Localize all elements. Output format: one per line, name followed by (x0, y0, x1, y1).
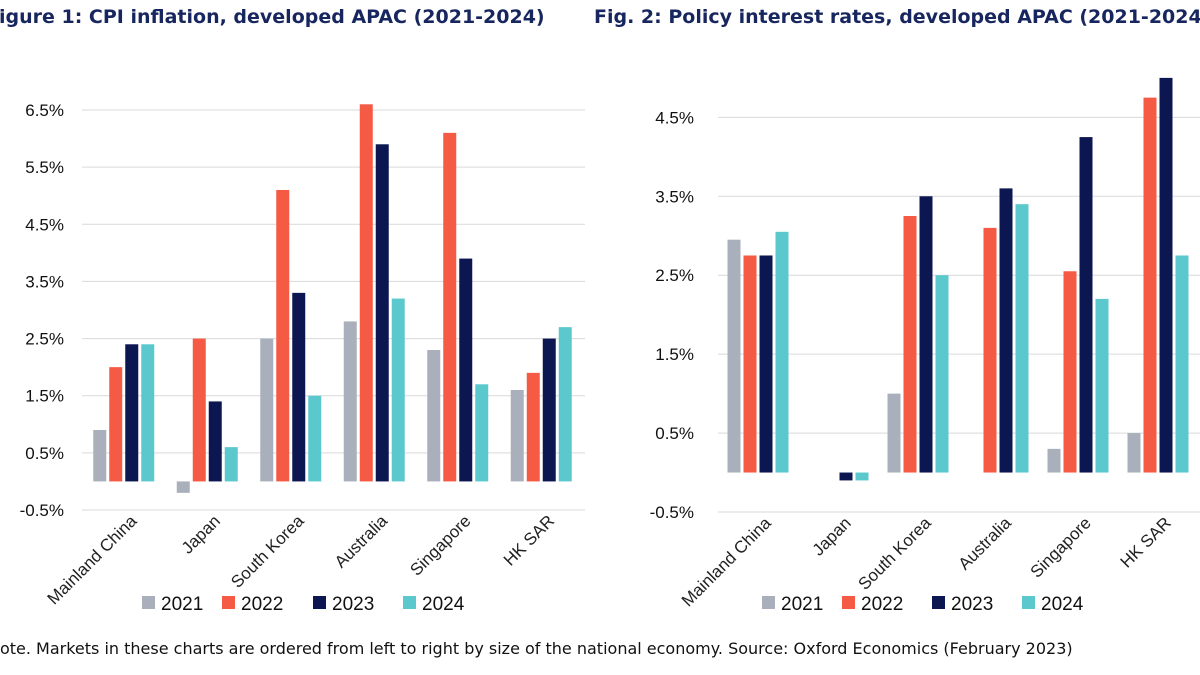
category-label: Mainland China (678, 513, 775, 610)
bar-2023-singapore (459, 258, 473, 482)
legend-swatch-2024 (403, 596, 416, 609)
legend-swatch-2022 (842, 596, 855, 609)
bar-2023-australia (375, 144, 389, 482)
bar-2022-south-korea (276, 190, 290, 482)
chart-title-cpi: Figure 1: CPI inflation, developed APAC … (0, 6, 545, 28)
bar-2024-mainland-china (141, 344, 155, 482)
category-label: Australia (955, 513, 1016, 574)
legend-label-2024: 2024 (1041, 594, 1084, 615)
bar-2023-hk-sar (542, 338, 556, 482)
bar-2021-japan (176, 481, 190, 493)
bar-2022-australia (359, 104, 373, 482)
y-tick-label: 4.5% (25, 215, 64, 234)
y-tick-label: 3.5% (25, 272, 64, 291)
legend-label-2023: 2023 (951, 594, 993, 615)
category-label: Singapore (406, 511, 474, 579)
legend-label-2023: 2023 (332, 594, 374, 615)
category-label: Mainland China (44, 511, 141, 608)
bar-2021-australia (343, 321, 357, 482)
category-label: HK SAR (500, 511, 558, 569)
y-tick-label: 0.5% (25, 444, 64, 463)
legend-label-2021: 2021 (161, 594, 203, 615)
bar-2024-south-korea (308, 395, 322, 482)
legend-swatch-2022 (222, 596, 235, 609)
bar-2022-singapore (1063, 271, 1077, 473)
bar-2024-singapore (475, 384, 489, 482)
y-tick-label: 1.5% (25, 387, 64, 406)
bar-2022-australia (983, 227, 997, 473)
bar-2023-japan (208, 401, 222, 482)
legend-label-2022: 2022 (861, 594, 903, 615)
bar-2021-mainland-china (93, 430, 107, 482)
bar-2021-south-korea (887, 393, 901, 473)
y-tick-label: 6.5% (25, 101, 64, 120)
bar-2023-hk-sar (1159, 77, 1173, 473)
category-label: Australia (331, 511, 392, 572)
bar-2024-hk-sar (558, 327, 572, 482)
bar-2024-australia (391, 298, 405, 482)
legend-label-2024: 2024 (422, 594, 465, 615)
category-label: HK SAR (1117, 513, 1175, 571)
bar-2021-hk-sar (1127, 433, 1141, 473)
bar-2022-hk-sar (1143, 97, 1157, 473)
legend-swatch-2021 (762, 596, 775, 609)
bar-2021-singapore (427, 350, 441, 482)
bar-2023-south-korea (292, 292, 306, 482)
bar-2024-australia (1015, 204, 1029, 473)
bar-2024-japan (855, 472, 869, 481)
bar-2021-mainland-china (727, 239, 741, 473)
bar-2023-japan (839, 472, 853, 481)
bar-2022-hk-sar (526, 372, 540, 482)
bar-2023-singapore (1079, 137, 1093, 473)
y-tick-label: 3.5% (655, 187, 694, 206)
legend-swatch-2021 (142, 596, 155, 609)
bar-2021-hk-sar (510, 390, 524, 482)
category-label: Singapore (1027, 513, 1095, 581)
legend-label-2022: 2022 (241, 594, 283, 615)
bar-2022-mainland-china (743, 255, 757, 473)
policy-rates-chart: -0.5% 0.5% 1.5% 2.5% 3.5% 4.5% Mainland China J… (650, 77, 1200, 615)
category-label: South Korea (227, 511, 308, 592)
bar-2023-south-korea (919, 196, 933, 473)
cpi-inflation-chart: -0.5% 0.5% 1.5% 2.5% 3.5% 4.5% 5.5% 6.5% Mainlan… (20, 101, 585, 615)
y-tick-label: 5.5% (25, 158, 64, 177)
bar-2024-south-korea (935, 275, 949, 473)
y-tick-label: 1.5% (655, 345, 694, 364)
category-label: South Korea (855, 513, 936, 594)
y-tick-label: 2.5% (25, 330, 64, 349)
y-tick-label: 2.5% (655, 266, 694, 285)
bar-2022-mainland-china (109, 367, 123, 482)
bar-2023-mainland-china (125, 344, 139, 482)
bar-2023-australia (999, 188, 1013, 473)
legend-swatch-2024 (1022, 596, 1035, 609)
bar-2022-south-korea (903, 216, 917, 473)
category-label: Japan (809, 513, 855, 559)
bar-2024-hk-sar (1175, 255, 1189, 473)
y-tick-label: -0.5% (20, 501, 64, 520)
bar-2024-mainland-china (775, 231, 789, 473)
legend-label-2021: 2021 (781, 594, 823, 615)
bar-2024-japan (224, 447, 238, 482)
chart-title-policy-rates: Fig. 2: Policy interest rates, developed… (594, 6, 1200, 28)
legend-swatch-2023 (932, 596, 945, 609)
y-tick-label: 0.5% (655, 424, 694, 443)
bar-2022-japan (192, 338, 206, 482)
y-tick-label: -0.5% (650, 503, 694, 522)
bar-2021-south-korea (260, 338, 274, 482)
legend-swatch-2023 (313, 596, 326, 609)
bar-2023-mainland-china (759, 255, 773, 473)
category-label: Japan (178, 511, 224, 557)
y-tick-label: 4.5% (655, 108, 694, 127)
bar-2022-singapore (443, 132, 457, 482)
source-note: Note. Markets in these charts are ordere… (0, 639, 1073, 658)
bar-2021-singapore (1047, 448, 1061, 473)
bar-2024-singapore (1095, 298, 1109, 473)
